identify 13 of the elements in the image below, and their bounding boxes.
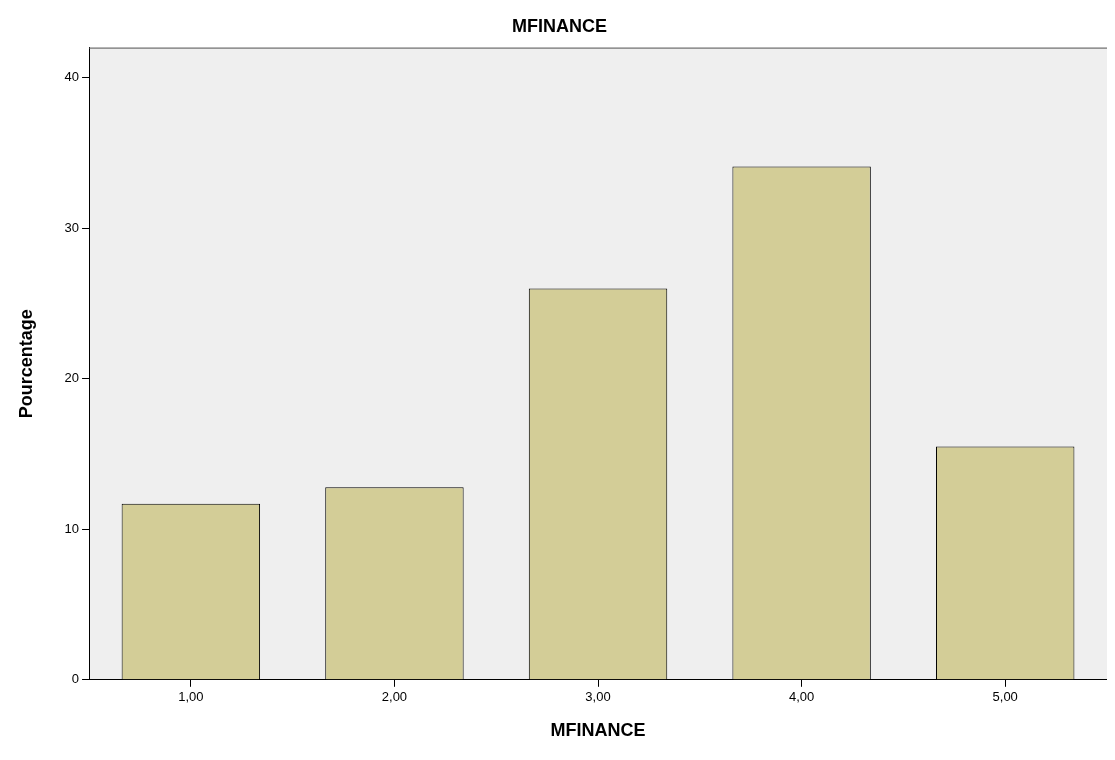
y-tick-label: 10 — [64, 520, 80, 536]
x-tick-label: 2,00 — [381, 689, 408, 705]
y-axis-title: Pourcentage — [15, 309, 36, 419]
x-tick-label: 5,00 — [992, 689, 1018, 705]
x-tick-label: 3,00 — [585, 689, 611, 705]
x-tick-label: 1,00 — [178, 689, 204, 705]
y-tick-label: 40 — [64, 69, 80, 85]
x-axis-title: MFINANCE — [550, 720, 646, 741]
y-tick-label: 20 — [64, 370, 80, 386]
y-tick-label: 30 — [64, 219, 80, 235]
chart-title: MFINANCE — [512, 15, 607, 36]
y-tick-label: 0 — [71, 671, 80, 687]
x-tick-label: 4,00 — [788, 689, 815, 705]
